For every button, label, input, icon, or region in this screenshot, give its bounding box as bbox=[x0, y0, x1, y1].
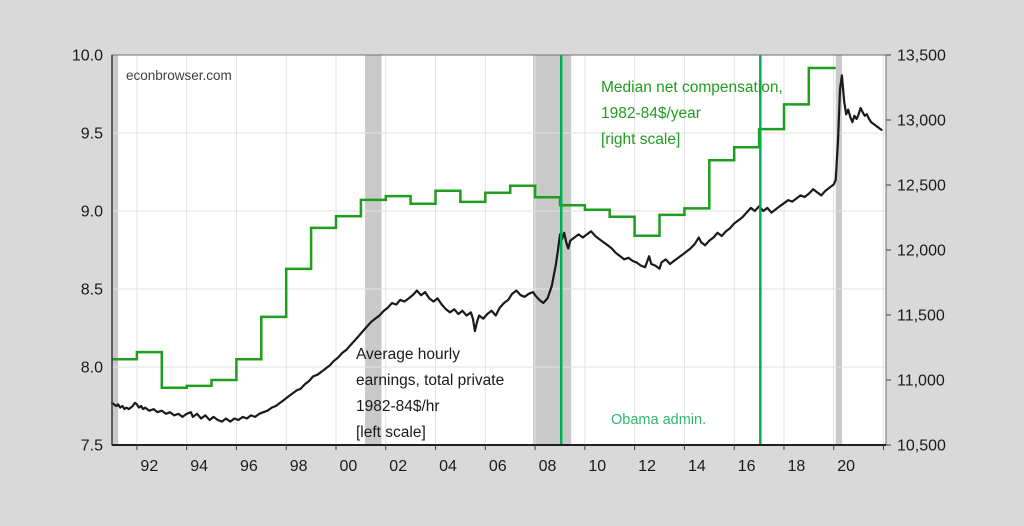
x-axis-label: 08 bbox=[539, 458, 557, 475]
left-axis-label: 8.5 bbox=[81, 282, 103, 299]
x-axis-label: 06 bbox=[489, 458, 507, 475]
x-axis-label: 96 bbox=[240, 458, 258, 475]
x-axis-label: 92 bbox=[140, 458, 158, 475]
axis-ticks bbox=[136, 54, 891, 450]
recession-band bbox=[365, 55, 382, 445]
ahe-legend-line-4: [left scale] bbox=[356, 424, 426, 441]
left-axis-labels: 10.0 9.5 9.0 8.5 8.0 7.5 bbox=[72, 48, 103, 455]
median-net-compensation-line bbox=[112, 66, 836, 390]
right-axis-label: 11,000 bbox=[897, 373, 945, 390]
obama-admin-lines bbox=[559, 55, 762, 445]
x-axis-label: 00 bbox=[340, 458, 358, 475]
x-axis-label: 02 bbox=[389, 458, 407, 475]
median-legend-line-3: [right scale] bbox=[601, 131, 680, 148]
recession-bands bbox=[112, 55, 842, 445]
left-axis-label: 9.5 bbox=[81, 126, 103, 143]
x-axis-labels: 92 94 96 98 00 02 04 06 08 10 12 14 16 18 20 bbox=[140, 458, 855, 475]
median-legend-line-1: Median net compensation, bbox=[601, 79, 783, 96]
right-axis-labels: 13,500 13,000 12,500 12,000 11,500 11,000 10,5… bbox=[897, 48, 946, 455]
average-hourly-earnings-line bbox=[110, 74, 883, 423]
recession-band bbox=[112, 55, 119, 445]
x-axis-label: 04 bbox=[439, 458, 457, 475]
x-axis-label: 94 bbox=[190, 458, 208, 475]
ahe-legend-line-3: 1982-84$/hr bbox=[356, 398, 440, 415]
plot-background bbox=[112, 55, 886, 445]
left-axis-label: 8.0 bbox=[81, 360, 103, 377]
x-axis-label: 10 bbox=[588, 458, 606, 475]
data-series bbox=[110, 66, 883, 423]
right-axis-label: 11,500 bbox=[897, 308, 945, 325]
x-axis-label: 18 bbox=[788, 458, 806, 475]
obama-admin-label: Obama admin. bbox=[611, 412, 706, 428]
right-axis-label: 12,500 bbox=[897, 178, 946, 195]
left-axis-label: 7.5 bbox=[81, 438, 103, 455]
right-axis-label: 13,000 bbox=[897, 113, 946, 130]
left-axis-label: 9.0 bbox=[81, 204, 103, 221]
median-legend-line-2: 1982-84$/year bbox=[601, 105, 701, 122]
right-axis-label: 13,500 bbox=[897, 48, 946, 65]
x-axis-label: 16 bbox=[738, 458, 756, 475]
x-axis-label: 98 bbox=[290, 458, 308, 475]
x-axis-label: 20 bbox=[837, 458, 855, 475]
x-axis-label: 14 bbox=[688, 458, 706, 475]
watermark-text: econbrowser.com bbox=[126, 68, 232, 83]
ahe-legend-line-1: Average hourly bbox=[356, 346, 460, 363]
ahe-legend-line-2: earnings, total private bbox=[356, 372, 504, 389]
x-axis-label: 12 bbox=[638, 458, 656, 475]
recession-band bbox=[835, 55, 842, 445]
left-axis-label: 10.0 bbox=[72, 48, 103, 65]
right-axis-label: 10,500 bbox=[897, 438, 946, 455]
right-axis-label: 12,000 bbox=[897, 243, 946, 260]
annotations: econbrowser.com Median net compensation,… bbox=[126, 68, 783, 441]
recession-band bbox=[533, 55, 572, 445]
